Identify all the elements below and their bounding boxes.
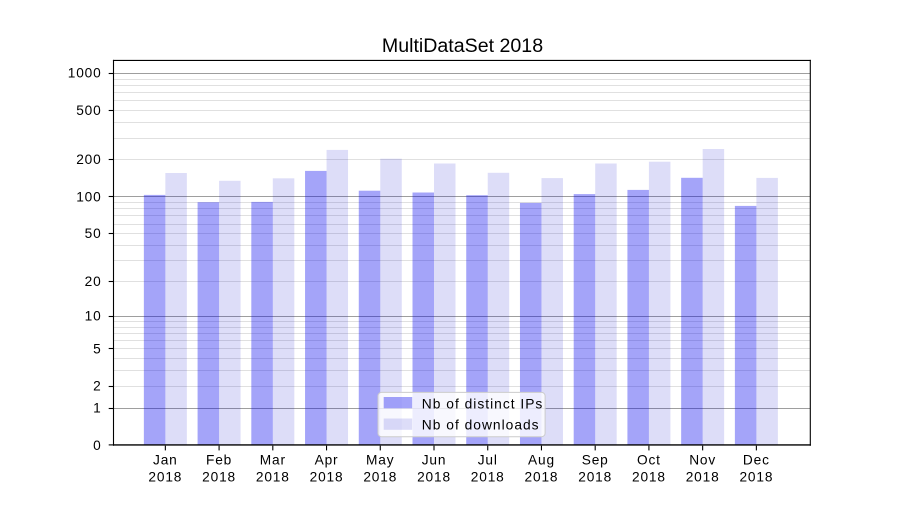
svg-text:Dec: Dec xyxy=(743,453,770,468)
svg-text:Nov: Nov xyxy=(689,453,716,468)
svg-text:2018: 2018 xyxy=(686,469,720,484)
svg-text:MultiDataSet 2018: MultiDataSet 2018 xyxy=(382,35,543,57)
svg-text:2018: 2018 xyxy=(471,469,505,484)
svg-text:Feb: Feb xyxy=(206,453,232,468)
svg-text:Sep: Sep xyxy=(582,453,609,468)
svg-text:Aug: Aug xyxy=(528,453,555,468)
svg-text:500: 500 xyxy=(76,103,101,118)
svg-text:2018: 2018 xyxy=(310,469,344,484)
svg-text:2018: 2018 xyxy=(417,469,451,484)
svg-text:2018: 2018 xyxy=(256,469,290,484)
svg-text:2018: 2018 xyxy=(525,469,559,484)
svg-text:0: 0 xyxy=(93,438,101,453)
svg-text:Apr: Apr xyxy=(315,453,339,468)
svg-text:Jun: Jun xyxy=(422,453,447,468)
svg-text:Oct: Oct xyxy=(637,453,661,468)
svg-text:2018: 2018 xyxy=(739,469,773,484)
svg-text:Jul: Jul xyxy=(478,453,498,468)
svg-text:2018: 2018 xyxy=(148,469,182,484)
svg-text:10: 10 xyxy=(85,309,102,324)
svg-text:2018: 2018 xyxy=(578,469,612,484)
svg-text:1000: 1000 xyxy=(68,66,102,81)
svg-text:2018: 2018 xyxy=(202,469,236,484)
svg-text:Nb of downloads: Nb of downloads xyxy=(422,418,540,433)
svg-text:5: 5 xyxy=(93,341,101,356)
svg-text:Mar: Mar xyxy=(260,453,286,468)
svg-text:50: 50 xyxy=(85,226,102,241)
svg-text:100: 100 xyxy=(76,189,101,204)
svg-text:200: 200 xyxy=(76,152,101,167)
svg-text:20: 20 xyxy=(85,274,102,289)
svg-text:2: 2 xyxy=(93,379,101,394)
svg-text:Jan: Jan xyxy=(153,453,178,468)
svg-text:2018: 2018 xyxy=(363,469,397,484)
svg-text:2018: 2018 xyxy=(632,469,666,484)
svg-text:May: May xyxy=(366,453,394,468)
svg-text:Nb of distinct IPs: Nb of distinct IPs xyxy=(422,396,544,411)
svg-text:1: 1 xyxy=(93,401,101,416)
